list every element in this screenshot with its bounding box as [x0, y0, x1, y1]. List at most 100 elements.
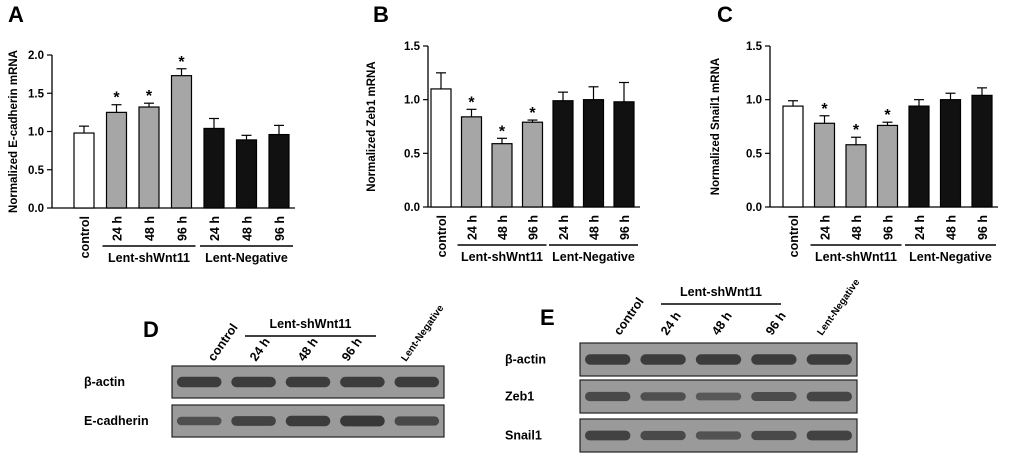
y-tick-label: 0.5	[746, 148, 763, 160]
bar	[582, 99, 605, 208]
bar	[971, 94, 993, 208]
y-tick-label: 0.0	[746, 202, 762, 214]
y-tick-label: 1.0	[746, 95, 762, 107]
blot-band	[806, 430, 853, 441]
lane-label: control	[205, 321, 241, 364]
category-label: 96 h	[976, 215, 990, 240]
panel-label: C	[717, 2, 733, 27]
blot-band	[640, 392, 686, 401]
blot-band	[340, 415, 385, 427]
blot-band	[640, 354, 686, 365]
bar	[73, 132, 95, 209]
y-tick-label: 0.0	[28, 203, 44, 215]
bar	[170, 75, 193, 209]
blot-band	[285, 376, 331, 388]
significance-star: *	[884, 107, 891, 124]
bar	[845, 144, 867, 208]
category-label: 24 h	[466, 215, 480, 240]
bar	[235, 139, 258, 209]
bar	[552, 100, 574, 208]
y-tick-label: 0.0	[404, 202, 420, 214]
blot-band	[340, 376, 385, 388]
bar	[430, 88, 452, 208]
bar	[782, 105, 804, 208]
blot-band	[584, 354, 631, 365]
bar	[521, 121, 544, 208]
category-label: 96 h	[176, 216, 190, 241]
bar	[460, 116, 483, 208]
blot-row-label: Snail1	[505, 429, 542, 443]
bar	[613, 101, 635, 208]
blot-row-label: β-actin	[84, 375, 125, 389]
y-tick-label: 1.5	[28, 88, 45, 100]
category-label: control	[435, 215, 449, 257]
y-tick-label: 1.0	[404, 95, 420, 107]
chart-b: B 0.0 0.5 1.0 1.5 Normalized Zeb1 mRNA control…	[366, 2, 640, 264]
blot-band	[695, 354, 742, 365]
category-label: 96 h	[527, 215, 541, 240]
y-tick-label: 1.5	[404, 41, 421, 53]
blot-band	[231, 376, 276, 388]
y-axis-label: Normalized Zeb1 mRNA	[366, 61, 378, 191]
blot-row-label: β-actin	[505, 353, 546, 367]
category-label: 24 h	[208, 216, 222, 241]
blot-band	[176, 416, 222, 426]
y-tick-label: 2.0	[28, 50, 44, 62]
significance-star: *	[178, 54, 185, 71]
group-label: Lent-Negative	[205, 251, 288, 265]
significance-star: *	[146, 88, 153, 105]
category-label: 24 h	[913, 215, 927, 240]
category-label: 48 h	[241, 216, 255, 241]
blot-band	[695, 431, 742, 440]
y-tick-label: 1.5	[746, 41, 763, 53]
y-tick-label: 0.5	[28, 165, 45, 177]
panel-label: E	[540, 305, 555, 330]
y-tick-label: 0.5	[404, 148, 421, 160]
bar	[876, 124, 899, 208]
category-label: 48 h	[496, 215, 510, 240]
blot-band	[285, 415, 331, 427]
group-label: Lent-Negative	[909, 250, 992, 264]
category-label: 48 h	[850, 215, 864, 240]
blot-band	[806, 391, 853, 402]
lane-label: 24 h	[247, 335, 273, 364]
category-label: 96 h	[882, 215, 896, 240]
bar	[138, 106, 160, 209]
group-label: Lent-shWnt11	[461, 250, 543, 264]
significance-star: *	[529, 105, 536, 122]
bar	[939, 99, 962, 208]
bar	[268, 133, 290, 209]
panel-label: D	[143, 317, 159, 342]
significance-star: *	[853, 122, 860, 139]
blot-band	[751, 430, 797, 441]
blot-band	[640, 430, 686, 441]
blot-band	[231, 416, 276, 426]
group-label: Lent-shWnt11	[815, 250, 897, 264]
blot-row-label: Zeb1	[505, 390, 534, 404]
bar	[203, 127, 225, 209]
category-label: 24 h	[557, 215, 571, 240]
y-tick-label: 1.0	[28, 127, 44, 139]
group-label: Lent-shWnt11	[270, 317, 352, 331]
chart-a: A 0.0 0.5 1.0 1.5 2.0 Normalized E-cadherin mR…	[8, 2, 295, 265]
significance-star: *	[821, 101, 828, 118]
chart-c: C 0.0 0.5 1.0 1.5 Normalized Snail1 mRNA contr…	[710, 2, 998, 264]
bar	[105, 111, 128, 209]
lane-label: Lent-Negative	[815, 277, 862, 338]
blot-band	[695, 392, 742, 401]
blot-band	[751, 392, 797, 401]
bar	[491, 143, 513, 208]
blot-band	[584, 391, 631, 402]
category-label: 24 h	[819, 215, 833, 240]
bar	[813, 122, 836, 208]
lane-label: 48 h	[709, 309, 735, 338]
lane-label: 96 h	[339, 335, 365, 364]
category-label: 48 h	[588, 215, 602, 240]
blot-band	[176, 376, 222, 388]
category-label: 96 h	[618, 215, 632, 240]
significance-star: *	[113, 90, 120, 107]
lane-label: 24 h	[658, 309, 684, 338]
